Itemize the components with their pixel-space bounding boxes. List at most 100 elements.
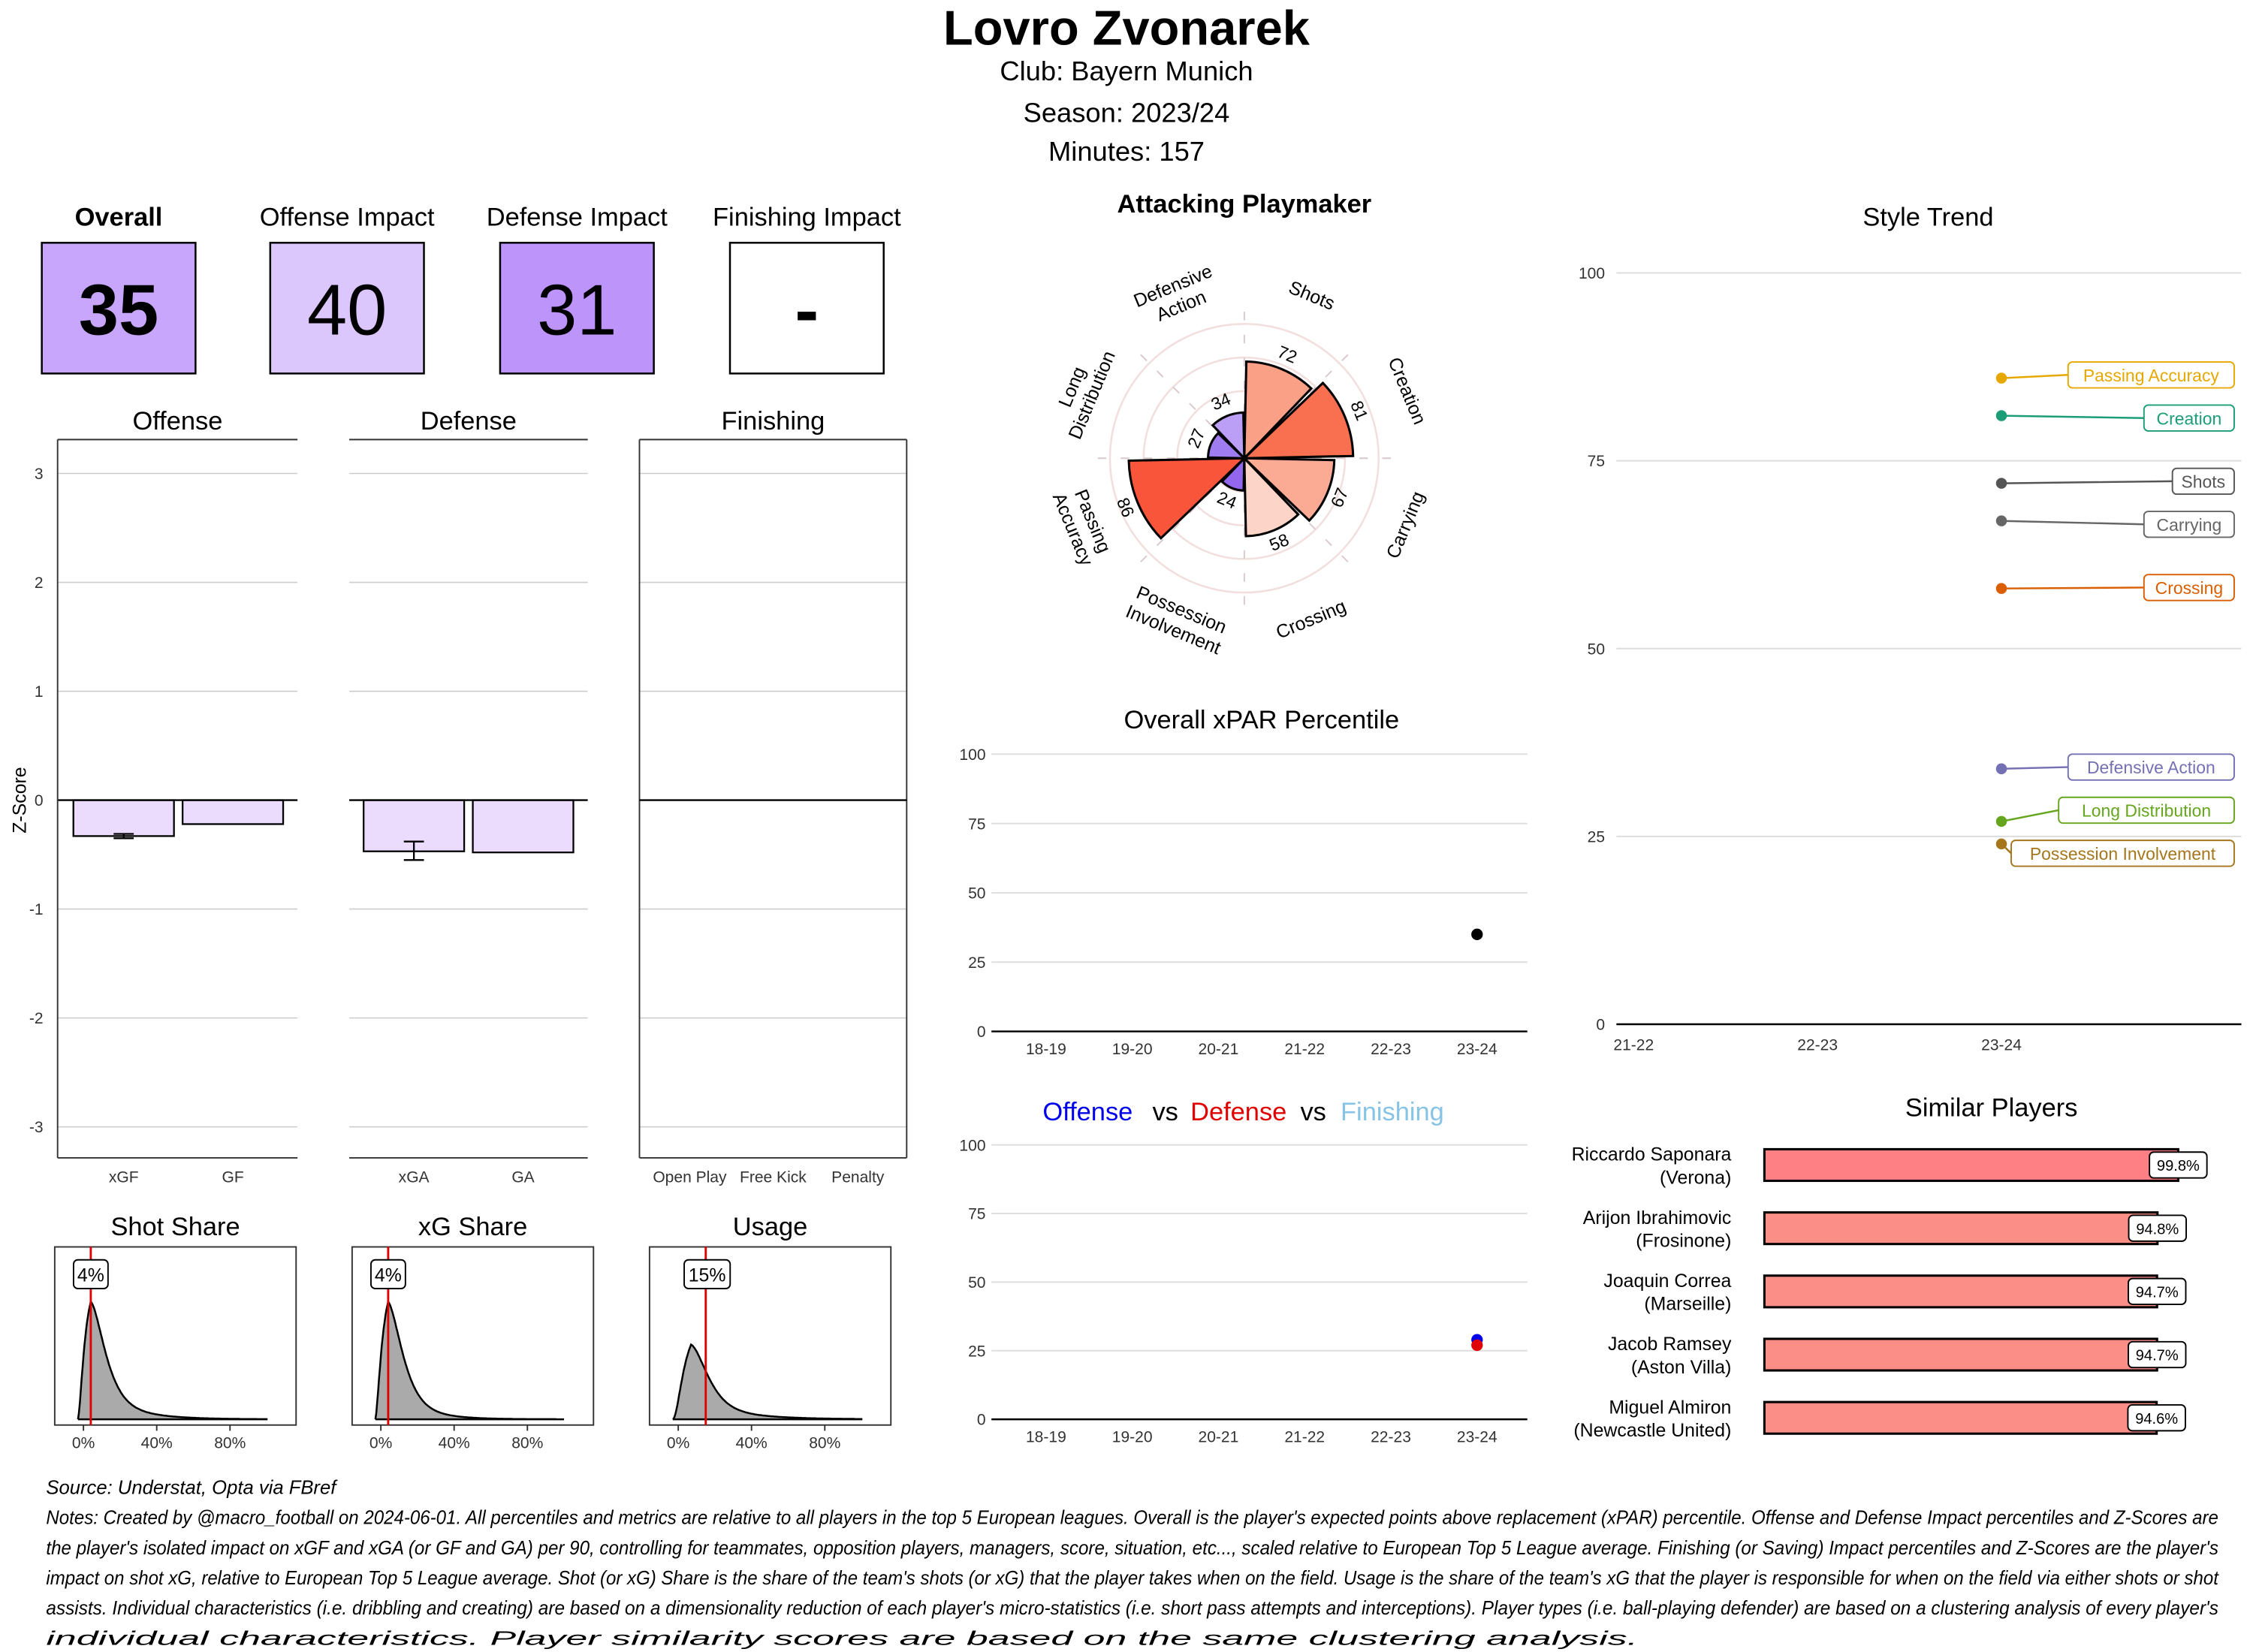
similar-player-name: Miguel Almiron	[1609, 1397, 1731, 1418]
zscore-bar	[181, 799, 285, 825]
zscore-bar	[472, 799, 575, 854]
player-name: Lovro Zvonarek	[943, 0, 1310, 55]
similarity-label-box	[2127, 1404, 2186, 1432]
style-label: Defensive Action	[2087, 758, 2215, 777]
data-point-defense	[1471, 1339, 1483, 1352]
radar-ring	[1176, 390, 1313, 526]
chart-title: Style Trend	[1862, 203, 1993, 231]
y-tick-label: 3	[35, 466, 44, 483]
card-value: -	[795, 270, 819, 351]
distribution-title: xG Share	[418, 1213, 527, 1241]
radar-ring	[1108, 323, 1380, 594]
minutes-line: Minutes: 157	[1048, 136, 1205, 167]
distribution-charts: Shot Share 4% 0% 40% 80% xG Share 4% 0% 40% 80% Us…	[53, 1213, 892, 1452]
value-label-box	[72, 1259, 109, 1289]
y-tick-label: 100	[959, 746, 985, 764]
y-tick-label: 25	[968, 954, 985, 972]
chart-title: Overall xPAR Percentile	[1123, 706, 1399, 734]
x-tick-label: 22-23	[1371, 1429, 1411, 1446]
radar-sector	[1220, 455, 1246, 492]
style-point	[1995, 515, 2007, 526]
label-connector	[2001, 520, 2144, 526]
style-label-box	[2143, 511, 2235, 538]
radar-sector	[1127, 457, 1247, 540]
style-label-box	[2143, 404, 2235, 432]
radar-sector	[1241, 457, 1336, 523]
card-label: Overall	[75, 203, 163, 231]
y-tick-label: 0	[977, 1023, 986, 1041]
y-tick-label: 75	[1588, 453, 1605, 470]
y-tick-label: 100	[959, 1137, 985, 1154]
offense-defense-finishing-chart: Offense vs Defense vs Finishing 100 75 50 25 0 18-…	[959, 1098, 1528, 1446]
density-curve	[374, 1298, 565, 1421]
x-tick-label: Penalty	[831, 1168, 885, 1186]
label-connector	[2001, 809, 2059, 823]
similarity-bar	[1763, 1274, 2158, 1309]
y-tick-label: 50	[968, 885, 985, 903]
value-label-box	[369, 1259, 406, 1289]
style-label: Creation	[2157, 408, 2222, 428]
y-tick-label: 75	[968, 1206, 985, 1223]
style-point	[1995, 815, 2007, 828]
x-tick-label: 21-22	[1613, 1036, 1654, 1054]
style-label-box	[2010, 840, 2235, 867]
radar-sector	[1207, 431, 1247, 460]
card-box	[499, 242, 655, 375]
x-tick-label: xGF	[109, 1168, 139, 1186]
value-label: 4%	[77, 1265, 104, 1286]
similar-player-club: (Newcastle United)	[1573, 1420, 1731, 1441]
impact-cards: Overall 35 Offense Impact 40 Defense Impact 3…	[41, 203, 901, 375]
header: Lovro Zvonarek Club: Bayern Munich Seaso…	[943, 0, 1310, 167]
error-bar	[113, 833, 134, 840]
x-tick-label: 19-20	[1112, 1429, 1153, 1446]
radar-sector	[1211, 411, 1246, 462]
x-tick-label: 18-19	[1026, 1429, 1066, 1446]
similarity-label: 99.8%	[2157, 1158, 2200, 1174]
style-point	[1995, 763, 2007, 775]
xpar-chart: Overall xPAR Percentile 100 75 50 25 0 18-19 19…	[959, 706, 1528, 1058]
chart-title-part: vs	[1152, 1098, 1178, 1126]
style-point	[1995, 410, 2007, 421]
x-tick-label: 20-21	[1199, 1429, 1239, 1446]
similarity-bar	[1763, 1211, 2159, 1246]
notes-line: Notes: Created by @macro_football on 202…	[46, 1508, 2218, 1529]
card-box	[728, 242, 885, 375]
card-label: Offense Impact	[260, 203, 435, 231]
style-label-box	[2171, 467, 2235, 496]
y-tick-label: -3	[29, 1119, 44, 1136]
x-tick-label: 18-19	[1026, 1041, 1066, 1058]
label-connector	[2001, 480, 2173, 484]
x-tick-label: xGA	[399, 1168, 430, 1186]
value-label-box	[683, 1259, 731, 1289]
label-connector	[2001, 415, 2144, 419]
style-label: Shots	[2181, 472, 2225, 491]
value-label: 15%	[689, 1265, 726, 1286]
x-tick-label: GA	[511, 1168, 534, 1186]
value-label: 4%	[375, 1265, 402, 1286]
y-tick-label: -1	[29, 901, 44, 918]
notes-line: assists. Individual characteristics (i.e…	[46, 1598, 2218, 1619]
card-value: 35	[79, 270, 158, 351]
distribution-title: Usage	[733, 1213, 808, 1241]
notes-line: the player's isolated impact on xGF and …	[46, 1538, 2218, 1559]
style-trend-chart: Style Trend 100 75 50 25 0 21-22 22-23 23-24 Pass…	[1579, 203, 2242, 1054]
similar-players-chart: Similar Players Riccardo Saponara(Verona)…	[1572, 1093, 2208, 1441]
similar-player-name: Arijon Ibrahimovic	[1583, 1207, 1732, 1228]
notes-line: impact on shot xG, relative to European …	[46, 1568, 2219, 1589]
chart-title-part: Finishing	[1341, 1098, 1444, 1126]
radar-sector	[1243, 455, 1300, 538]
x-tick-label: 21-22	[1284, 1041, 1325, 1058]
similarity-label: 94.8%	[2136, 1221, 2179, 1237]
style-point	[1995, 478, 2007, 489]
x-tick-label: 19-20	[1112, 1041, 1153, 1058]
similarity-bar	[1763, 1147, 2179, 1183]
x-tick-label: 0%	[667, 1434, 689, 1452]
similar-player-club: (Aston Villa)	[1631, 1357, 1732, 1378]
y-tick-label: 25	[1588, 829, 1605, 846]
x-tick-label: 0%	[72, 1434, 95, 1452]
x-tick-label: 80%	[511, 1434, 543, 1452]
style-label: Passing Accuracy	[2083, 366, 2220, 385]
x-tick-label: 22-23	[1797, 1036, 1838, 1054]
x-tick-label: 80%	[809, 1434, 840, 1452]
card-value: 40	[307, 270, 387, 351]
